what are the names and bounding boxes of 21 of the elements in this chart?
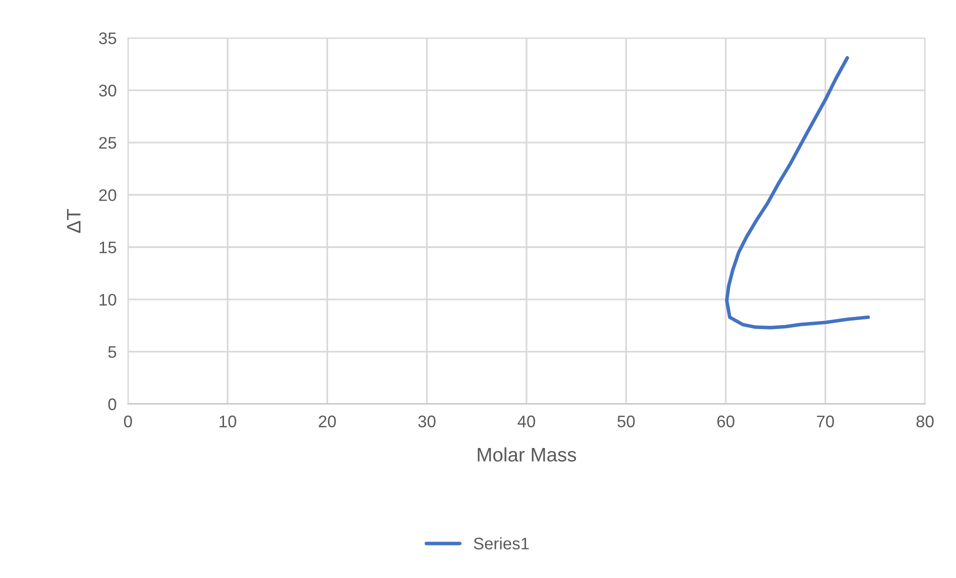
y-tick-label: 15	[100, 242, 116, 254]
y-tick-label: 35	[98, 32, 116, 44]
y-tick-label: 25	[99, 136, 116, 149]
x-tick-label: 70	[816, 416, 834, 428]
x-tick-label: 60	[717, 416, 734, 428]
x-tick-label: 80	[916, 416, 934, 428]
x-tick-label: 30	[418, 416, 436, 428]
y-tick-label: 5	[108, 346, 116, 358]
x-tick-label: 40	[518, 416, 536, 428]
line-series	[725, 56, 870, 330]
y-axis-title: ΔT	[67, 209, 80, 233]
legend-label: Series1	[474, 537, 529, 550]
y-tick-label: 10	[100, 294, 116, 306]
x-axis-title: Molar Mass	[478, 447, 576, 462]
x-tick-label: 10	[220, 416, 236, 428]
y-tick-label: 20	[99, 189, 116, 202]
y-tick-label: 0	[108, 398, 116, 410]
x-tick-label: 0	[124, 416, 132, 428]
y-tick-label: 30	[98, 84, 116, 96]
x-tick-label: 50	[618, 416, 635, 428]
x-tick-label: 20	[318, 416, 336, 428]
